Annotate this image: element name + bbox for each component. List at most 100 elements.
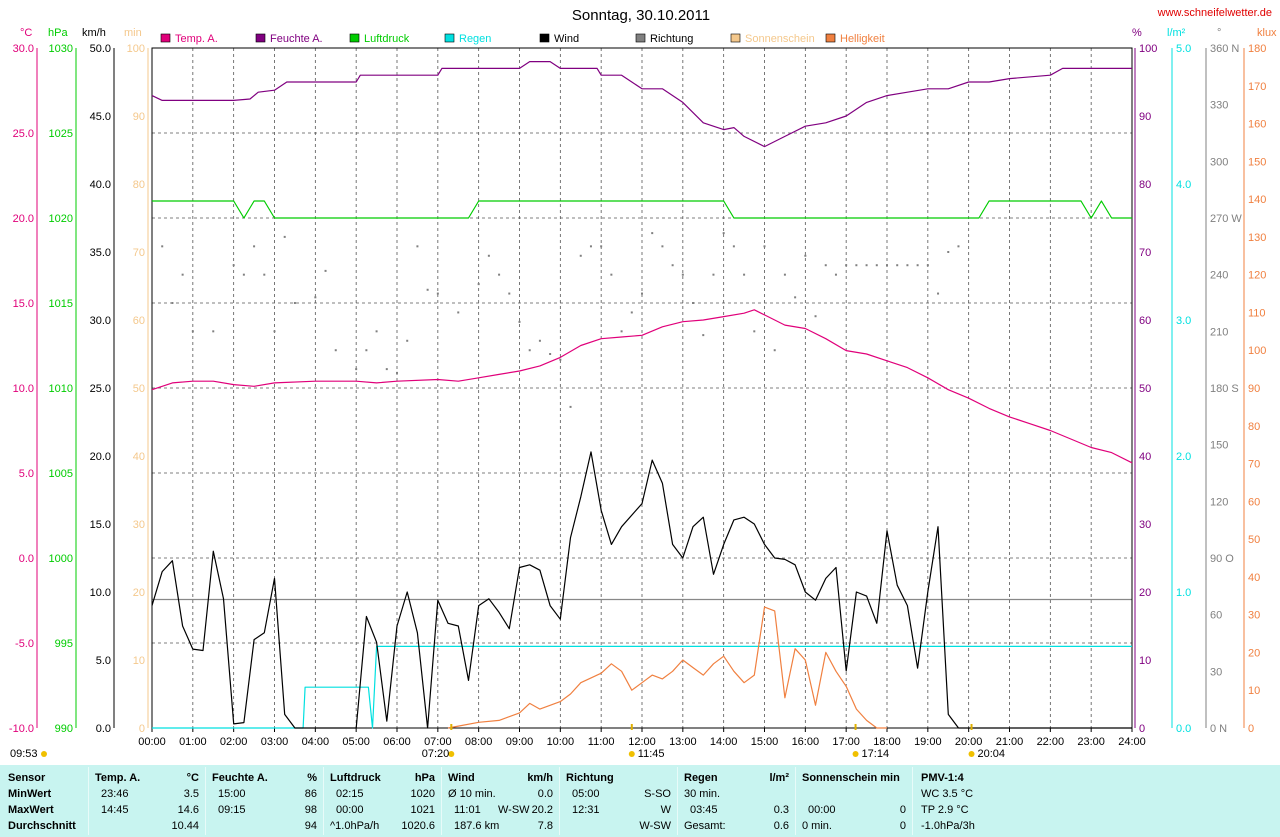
axis-unit-labels: °C hPa km/h min% l/m² ° klux [20, 27, 1277, 39]
direction-axis-tick: 90 O [1210, 553, 1234, 565]
pressure-min-value: 1020 [410, 788, 435, 800]
direction-point [559, 358, 562, 361]
time-label: 12:00 [628, 736, 656, 748]
pmv-title: PMV-1:4 [921, 772, 964, 784]
sun-unit-label: min [124, 27, 142, 39]
sunshine-row3-label: 0 min. [802, 820, 832, 832]
time-label: 04:00 [302, 736, 330, 748]
wind-axis-tick: 5.0 [96, 655, 111, 667]
direction-point [763, 245, 766, 248]
humidity-axis-tick: 60 [1139, 315, 1151, 327]
direction-point [834, 273, 837, 276]
direction-point [232, 264, 235, 267]
lux-axis-tick: 100 [1248, 345, 1266, 357]
direction-point [589, 245, 592, 248]
wind-axis-tick: 15.0 [90, 519, 111, 531]
direction-point [702, 334, 705, 337]
direction-point [161, 245, 164, 248]
lux-axis-tick: 40 [1248, 572, 1260, 584]
legend-swatch [635, 33, 646, 43]
temp-axis-tick: -5.0 [15, 638, 34, 650]
direction-axis-tick: 330 [1210, 100, 1228, 112]
rain-axis-tick: 3.0 [1176, 315, 1191, 327]
pressure-axis-tick: 1015 [49, 298, 73, 310]
direction-point [661, 245, 664, 248]
lux-axis-tick: 180 [1248, 43, 1266, 55]
time-label: 17:00 [832, 736, 860, 748]
direction-point [916, 264, 919, 267]
sun-axis-tick: 80 [133, 179, 145, 191]
humidity-axis-tick: 30 [1139, 519, 1151, 531]
stats-humidity: Feuchte A. % 15:00 86 09:15 98 94 [206, 765, 323, 837]
wind-axis-tick: 25.0 [90, 383, 111, 395]
stats-rain: Regen l/m² 30 min. 03:45 0.3 Gesamt: 0.6 [678, 765, 795, 837]
direction-point [896, 264, 899, 267]
direction-point [865, 264, 868, 267]
legend-label: Regen [459, 33, 491, 45]
lux-axis-tick: 30 [1248, 610, 1260, 622]
pressure-axis-tick: 1000 [49, 553, 73, 565]
direction-title: Richtung [566, 772, 614, 784]
direction-max-time: 12:31 [572, 804, 600, 816]
direction-point [426, 288, 429, 291]
legend-label: Feuchte A. [270, 33, 323, 45]
direction-point [396, 371, 398, 374]
wind-max-time: 11:01 [454, 804, 481, 816]
direction-point [855, 264, 858, 267]
weather-chart: Sonntag, 30.10.2011 www.schneifelwetter.… [8, 7, 1278, 760]
humidity-axis-tick: 40 [1139, 451, 1151, 463]
time-label: 22:00 [1037, 736, 1065, 748]
direction-point [824, 264, 827, 267]
direction-point [600, 245, 603, 248]
direction-point [273, 330, 276, 333]
direction-unit-label: ° [1217, 27, 1221, 39]
direction-point [457, 311, 460, 314]
temp-unit-label: °C [20, 27, 32, 39]
direction-point [375, 330, 378, 333]
sun-icon [448, 751, 455, 757]
humidity-unit-label: % [1132, 27, 1142, 39]
time-label: 09:00 [506, 736, 534, 748]
wind-min-label: Ø 10 min. [448, 788, 496, 800]
rain-axis-tick: 1.0 [1176, 587, 1191, 599]
direction-axis-tick: 240 [1210, 270, 1228, 282]
rain-unit: l/m² [769, 772, 789, 784]
direction-point [651, 232, 654, 235]
stats-separator [559, 767, 560, 835]
humidity-min-value: 86 [304, 788, 317, 800]
sun-marker-label: 20:04 [978, 748, 1006, 760]
wind-title: Wind [448, 772, 475, 784]
direction-point [732, 245, 735, 248]
direction-point [242, 273, 245, 276]
stats-separator [88, 767, 89, 835]
pressure-average: 1020.6 [401, 820, 435, 832]
rain-total-label: Gesamt: [684, 820, 726, 832]
humidity-axis-tick: 70 [1139, 247, 1151, 259]
sun-axis-tick: 90 [133, 111, 145, 123]
pmv-row3: -1.0hPa/3h [921, 820, 975, 832]
wind-axis-tick: 30.0 [90, 315, 111, 327]
time-label: 11:00 [588, 736, 615, 748]
time-label: 08:00 [465, 736, 493, 748]
grid [152, 48, 1132, 728]
direction-axis-tick: 210 [1210, 326, 1228, 338]
direction-point [692, 302, 695, 304]
sunshine-title: Sonnenschein min [802, 772, 900, 784]
stats-separator [795, 767, 796, 835]
rain-total-value: 0.6 [773, 820, 789, 832]
time-label: 19:00 [914, 736, 942, 748]
series-layer [151, 61, 1133, 729]
lux-axis-tick: 60 [1248, 496, 1260, 508]
rain-title: Regen [684, 772, 718, 784]
chart-title: Sonntag, 30.10.2011 [572, 7, 710, 24]
sun-marker-label: 07:20 [422, 748, 450, 760]
pressure-max-time: 00:00 [336, 804, 364, 816]
rain-axis-tick: 2.0 [1176, 451, 1191, 463]
legend-label: Temp. A. [175, 33, 218, 45]
stats-separator [323, 767, 324, 835]
humidity-axis-tick: 0 [1139, 723, 1145, 735]
pressure-title: Luftdruck [330, 772, 381, 784]
lux-axis-tick: 80 [1248, 421, 1260, 433]
sunshine-row2-label: 00:00 [808, 804, 836, 816]
direction-axis-tick: 360 N [1210, 43, 1239, 55]
